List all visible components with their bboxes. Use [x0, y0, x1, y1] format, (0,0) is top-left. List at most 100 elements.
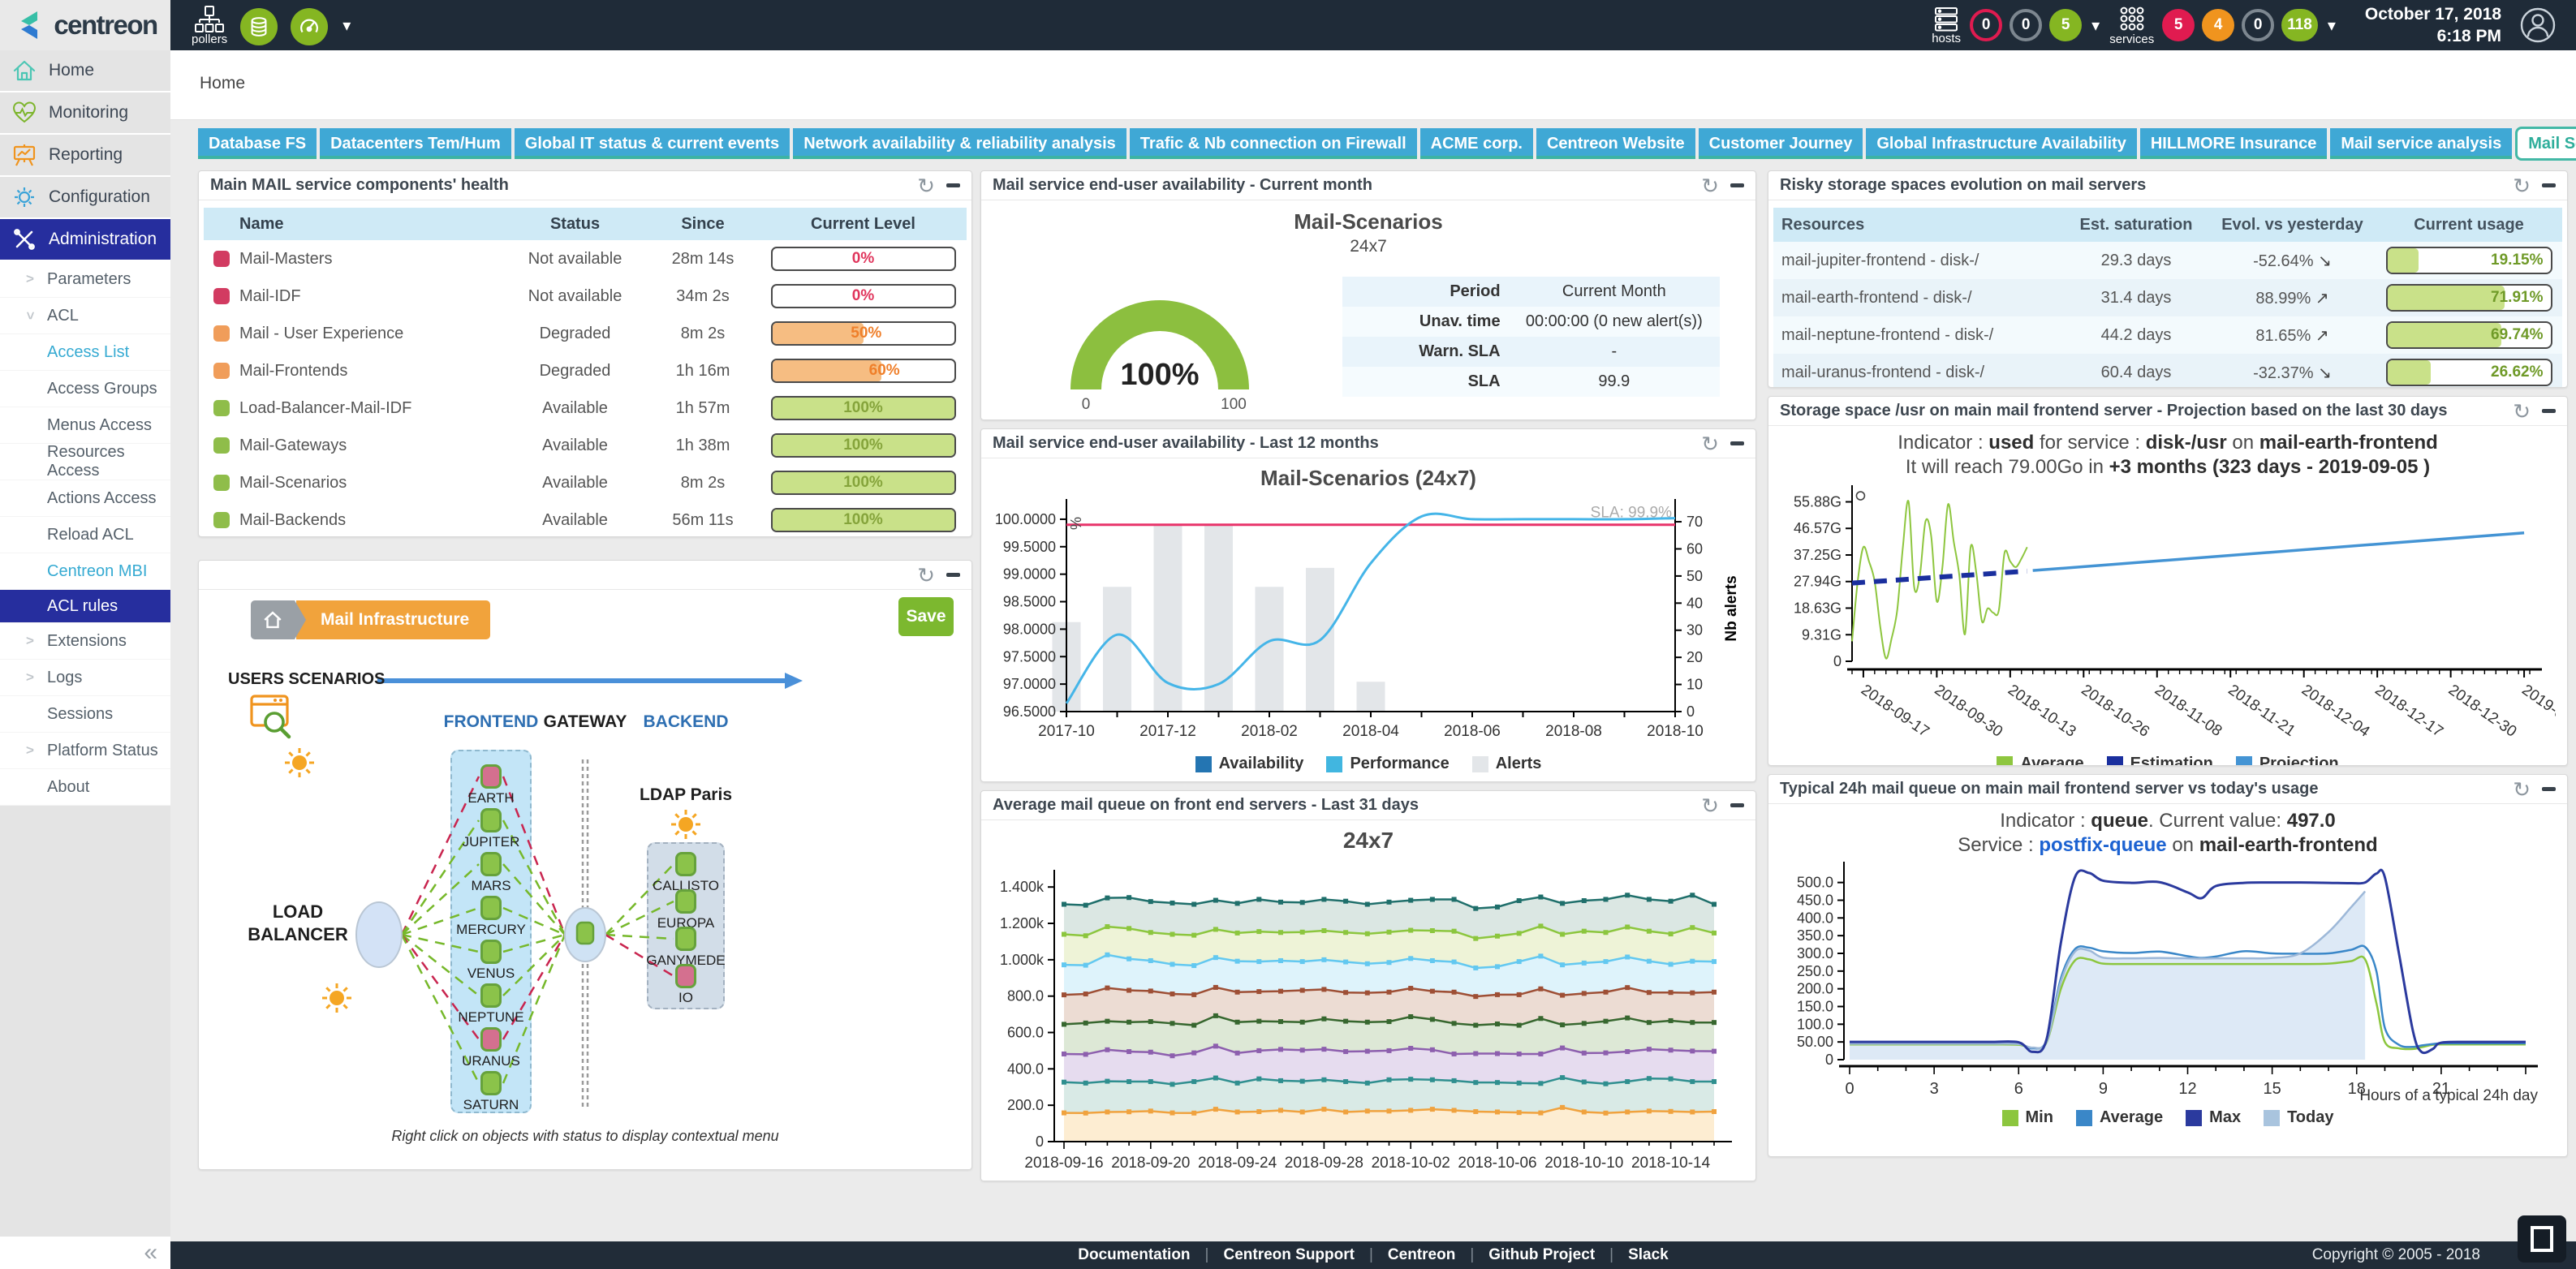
sidebar-subitem-acl-rules[interactable]: ACL rules — [0, 590, 170, 623]
tab-customer-journey[interactable]: Customer Journey — [1698, 128, 1863, 159]
footer-link-centreon-support[interactable]: Centreon Support — [1223, 1246, 1355, 1263]
footer-link-slack[interactable]: Slack — [1628, 1246, 1669, 1263]
collapse-icon[interactable] — [2542, 787, 2556, 791]
collapse-icon[interactable] — [946, 183, 960, 187]
table-row[interactable]: Load-Balancer-Mail-IDF Available 1h 57m 100… — [204, 389, 967, 427]
poller-database-status-icon[interactable] — [240, 7, 278, 45]
sidebar-subitem-access-list[interactable]: Access List — [0, 334, 170, 371]
collapse-icon[interactable] — [2542, 409, 2556, 413]
refresh-icon[interactable]: ↻ — [1701, 793, 1719, 818]
table-row[interactable]: Mail-Masters Not available 28m 14s 0% — [204, 240, 967, 277]
sidebar-subitem-centreon-mbi[interactable]: Centreon MBI — [0, 553, 170, 590]
breadcrumb[interactable]: Home — [200, 74, 246, 92]
services-chevron-down-icon[interactable]: ▾ — [2327, 16, 2336, 35]
node-jupiter[interactable] — [480, 808, 502, 832]
footer-link-github-project[interactable]: Github Project — [1488, 1246, 1596, 1263]
pollers-status[interactable]: pollers — [192, 5, 227, 45]
sidebar-subitem-sessions[interactable]: Sessions — [0, 696, 170, 733]
table-row[interactable]: Mail-Gateways Available 1h 38m 100% — [204, 427, 967, 464]
services-counter-3[interactable]: 118 — [2281, 9, 2318, 41]
sidebar-subitem-acl[interactable]: > ACL — [0, 298, 170, 334]
node-saturn[interactable] — [480, 1071, 502, 1095]
refresh-icon[interactable]: ↻ — [1701, 173, 1719, 198]
tab-network-availability-reliability-analysis[interactable]: Network availability & reliability analy… — [793, 128, 1126, 159]
tab-global-infrastructure-availability[interactable]: Global Infrastructure Availability — [1866, 128, 2137, 159]
table-row[interactable]: Mail - User Experience Degraded 8m 2s 50% — [204, 315, 967, 352]
node-earth[interactable] — [480, 764, 502, 789]
table-row[interactable]: Mail-Scenarios Available 8m 2s 100% — [204, 464, 967, 501]
user-avatar-icon[interactable] — [2519, 6, 2557, 44]
table-row[interactable]: mail-jupiter-frontend - disk-/ 29.3 days -… — [1773, 242, 2562, 279]
tab-centreon-website[interactable]: Centreon Website — [1536, 128, 1695, 159]
table-row[interactable]: mail-uranus-frontend - disk-/ 60.4 days -3… — [1773, 354, 2562, 387]
refresh-icon[interactable]: ↻ — [917, 173, 935, 198]
refresh-icon[interactable]: ↻ — [1701, 431, 1719, 456]
save-button[interactable]: Save — [898, 597, 954, 636]
table-row[interactable]: Mail-IDF Not available 34m 2s 0% — [204, 277, 967, 315]
collapse-icon[interactable] — [1730, 803, 1744, 807]
sidebar-subitem-about[interactable]: About — [0, 769, 170, 806]
hosts-counter-2[interactable]: 5 — [2049, 9, 2083, 41]
hosts-counter-0[interactable]: 0 — [1970, 9, 2003, 41]
sidebar-subitem-actions-access[interactable]: Actions Access — [0, 480, 170, 517]
sidebar-item-administration[interactable]: Administration — [0, 219, 170, 260]
map-breadcrumb-chip[interactable]: Mail Infrastructure — [251, 600, 491, 639]
sidebar-collapse-button[interactable]: « — [0, 1237, 170, 1269]
hosts-status[interactable]: hosts — [1931, 6, 1962, 45]
node-mars[interactable] — [480, 852, 502, 876]
hosts-chevron-down-icon[interactable]: ▾ — [2091, 16, 2100, 35]
table-row[interactable]: Mail-Frontends Degraded 1h 16m 60% — [204, 352, 967, 389]
tab-datacenters-tem-hum[interactable]: Datacenters Tem/Hum — [320, 128, 511, 159]
collapse-icon[interactable] — [2542, 183, 2556, 187]
sidebar-subitem-access-groups[interactable]: Access Groups — [0, 371, 170, 407]
sidebar-item-reporting[interactable]: Reporting — [0, 135, 170, 175]
node-ganymede[interactable] — [675, 927, 696, 951]
sidebar-subitem-logs[interactable]: > Logs — [0, 660, 170, 696]
pollers-chevron-down-icon[interactable]: ▾ — [342, 16, 351, 35]
sidebar-subitem-platform-status[interactable]: > Platform Status — [0, 733, 170, 769]
node-uranus[interactable] — [480, 1027, 502, 1052]
refresh-icon[interactable]: ↻ — [2513, 398, 2531, 424]
tab-global-it-status-current-events[interactable]: Global IT status & current events — [514, 128, 790, 159]
tab-mail-service-dashboard[interactable]: Mail Service Dashboard — [2515, 127, 2576, 161]
collapse-icon[interactable] — [1730, 441, 1744, 445]
node-neptune[interactable] — [480, 983, 502, 1008]
services-counter-1[interactable]: 4 — [2202, 9, 2235, 41]
tab-mail-service-analysis[interactable]: Mail service analysis — [2330, 128, 2513, 159]
sidebar-subitem-resources-access[interactable]: Resources Access — [0, 443, 170, 480]
poller-latency-status-icon[interactable] — [291, 7, 329, 45]
tab-hillmore-insurance[interactable]: HILLMORE Insurance — [2139, 128, 2328, 159]
services-counter-2[interactable]: 0 — [2242, 9, 2275, 41]
node-europa[interactable] — [675, 889, 696, 914]
node-callisto[interactable] — [675, 852, 696, 876]
postfix-queue-link[interactable]: postfix-queue — [2039, 834, 2167, 856]
collapse-icon[interactable] — [946, 573, 960, 577]
table-row[interactable]: Mail-Backends Available 56m 11s 100% — [204, 501, 967, 536]
centreon-logo[interactable]: centreon — [0, 0, 170, 50]
sidebar-item-configuration[interactable]: Configuration — [0, 177, 170, 217]
sidebar-subitem-parameters[interactable]: > Parameters — [0, 261, 170, 298]
sidebar-subitem-extensions[interactable]: > Extensions — [0, 623, 170, 660]
node-mercury[interactable] — [480, 896, 502, 920]
tab-database-fs[interactable]: Database FS — [198, 128, 317, 159]
table-row[interactable]: mail-neptune-frontend - disk-/ 44.2 days 8… — [1773, 316, 2562, 354]
services-counter-0[interactable]: 5 — [2162, 9, 2195, 41]
refresh-icon[interactable]: ↻ — [2513, 173, 2531, 198]
refresh-icon[interactable]: ↻ — [917, 562, 935, 587]
footer-link-documentation[interactable]: Documentation — [1078, 1246, 1191, 1263]
fullscreen-button[interactable] — [2518, 1215, 2566, 1263]
sidebar-item-monitoring[interactable]: Monitoring — [0, 92, 170, 133]
collapse-icon[interactable] — [1730, 183, 1744, 187]
services-status[interactable]: services — [2109, 6, 2154, 45]
node-io[interactable] — [675, 964, 696, 988]
sidebar-item-home[interactable]: Home — [0, 50, 170, 91]
tab-trafic-nb-connection-on-firewall[interactable]: Trafic & Nb connection on Firewall — [1129, 128, 1417, 159]
footer-link-centreon[interactable]: Centreon — [1387, 1246, 1456, 1263]
hosts-counter-1[interactable]: 0 — [2010, 9, 2043, 41]
tab-acme-corp-[interactable]: ACME corp. — [1419, 128, 1533, 159]
node-venus[interactable] — [480, 940, 502, 964]
sidebar-subitem-reload-acl[interactable]: Reload ACL — [0, 517, 170, 553]
refresh-icon[interactable]: ↻ — [2513, 776, 2531, 802]
home-icon[interactable] — [251, 600, 295, 639]
sidebar-subitem-menus-access[interactable]: Menus Access — [0, 407, 170, 444]
